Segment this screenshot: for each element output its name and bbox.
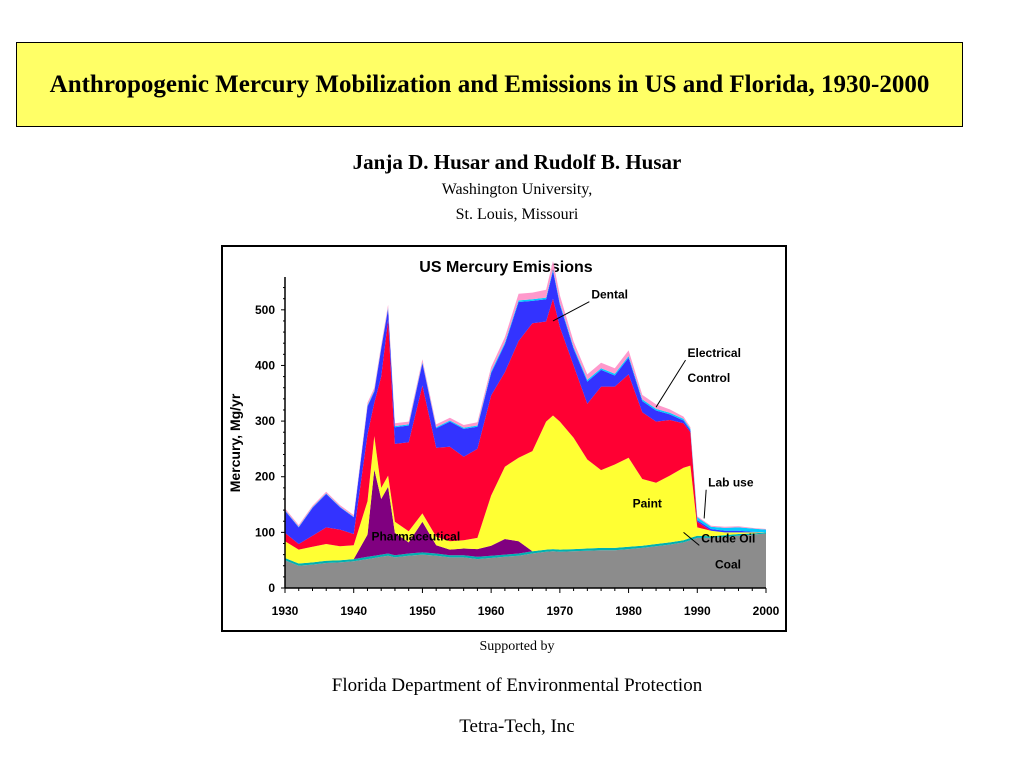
affiliation-line-1: Washington University, [441,181,593,198]
annotation-pharmaceutical: Pharmaceutical [371,530,460,544]
sponsor-tetra-tech: Tetra-Tech, Inc [459,716,575,737]
area-electrical [285,270,766,544]
area-layers [285,260,766,588]
annotation-crude-oil: Crude Oil [701,531,755,545]
y-axis-label: Mercury, Mg/yr [227,393,243,492]
affiliation-line-2: St. Louis, Missouri [455,206,579,223]
area-control [285,298,766,550]
annotation-coal: Coal [715,558,741,572]
axes: 0 100 200 300 400 500 1930 1940 1950 1960 1970 1980… [255,277,780,618]
y-tick-label: 100 [255,525,275,539]
x-tick-label: 1960 [478,604,505,618]
annotation-electrical: Electrical [688,346,741,360]
annotation-paint: Paint [633,496,662,510]
area-crude-oil [285,532,766,566]
x-tick-label: 1940 [340,604,367,618]
x-tick-label: 1970 [547,604,574,618]
x-tick-label: 1930 [272,604,299,618]
annotation-lab-use: Lab use [708,476,754,490]
y-tick-label: 0 [268,581,275,595]
x-tick-label: 1990 [684,604,711,618]
y-tick-label: 200 [255,470,275,484]
emissions-chart: US Mercury Emissions 0 100 200 300 400 500 193… [227,259,780,618]
y-tick-label: 400 [255,358,275,372]
annotation-leader [655,359,686,408]
author-names: Janja D. Husar and Rudolf B. Husar [352,150,682,174]
page-title: Anthropogenic Mercury Mobilization and E… [49,71,930,98]
title-box: Anthropogenic Mercury Mobilization and E… [16,42,963,127]
y-tick-label: 300 [255,414,275,428]
annotations: Dental Electrical Control Lab use Paint Pharm… [371,288,755,572]
sponsor-fdep: Florida Department of Environmental Prot… [331,675,703,696]
y-tick-label: 500 [255,303,275,317]
area-coal [285,533,766,588]
area-paint [285,415,766,564]
x-tick-label: 2000 [753,604,780,618]
annotation-control: Control [688,371,731,385]
annotation-leader [552,301,590,322]
chart-frame: US Mercury Emissions 0 100 200 300 400 500 193… [221,245,787,632]
chart-title: US Mercury Emissions [419,259,593,276]
x-tick-label: 1950 [409,604,436,618]
annotation-leader [703,489,707,519]
supported-by-label: Supported by [479,639,555,654]
annotation-dental: Dental [591,288,628,302]
area-pharmaceutical [285,469,766,564]
annotation-leader [683,531,700,546]
x-tick-label: 1980 [615,604,642,618]
